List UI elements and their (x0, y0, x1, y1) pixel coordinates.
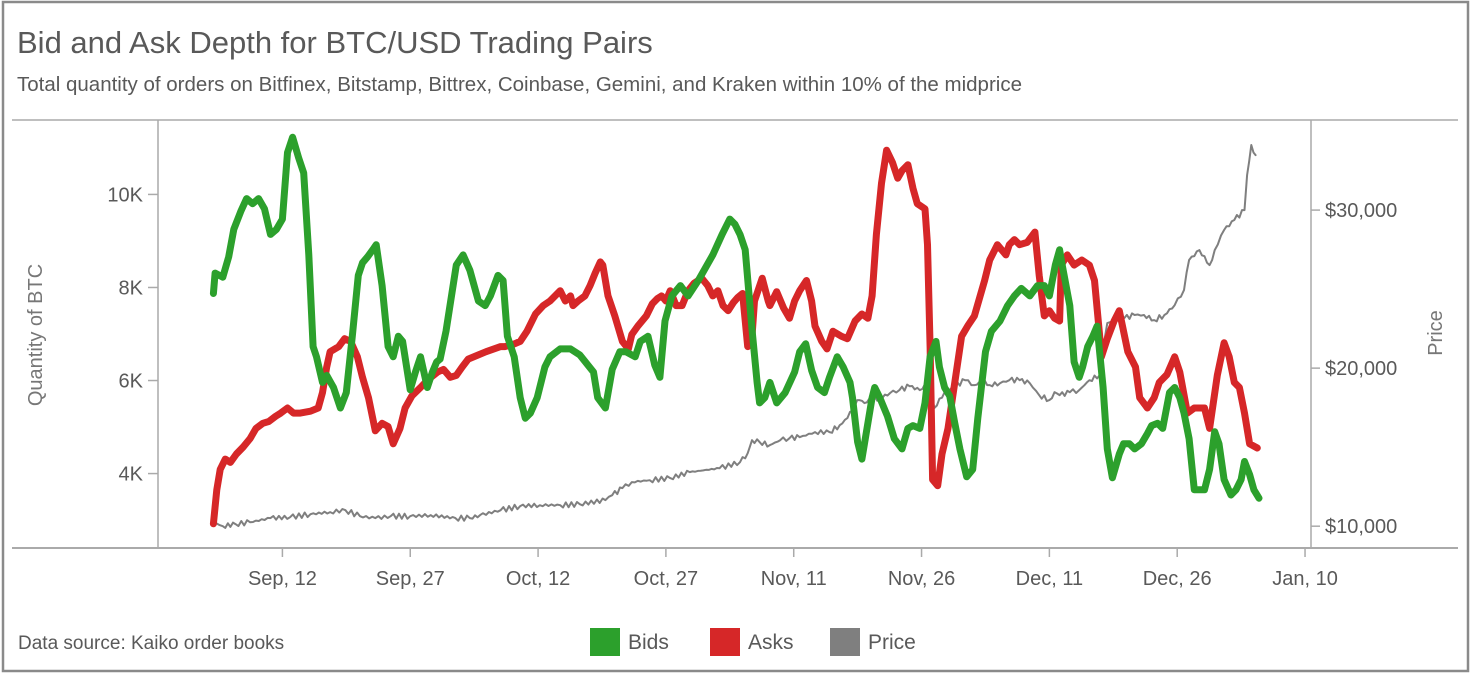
legend-label-bids: Bids (628, 631, 669, 654)
chart-subtitle: Total quantity of orders on Bitfinex, Bi… (17, 73, 1022, 96)
series-line-bids (209, 133, 1263, 502)
y-tick-label: 8K (119, 277, 144, 299)
x-tick-label: Nov, 11 (761, 568, 827, 590)
series-line-asks (209, 146, 1261, 528)
x-tick-label: Oct, 12 (506, 568, 570, 590)
chart-title: Bid and Ask Depth for BTC/USD Trading Pa… (17, 25, 653, 60)
x-tick-label: Nov, 26 (888, 568, 955, 590)
y2-tick-label: $30,000 (1325, 200, 1397, 222)
y2-axis-label: Price (1425, 310, 1447, 356)
series-line-price (212, 144, 1257, 529)
legend-label-asks: Asks (748, 631, 794, 654)
legend-item-bids[interactable]: Bids (590, 628, 669, 656)
x-tick-label: Sep, 12 (248, 568, 317, 590)
legend-swatch-asks (710, 628, 740, 656)
legend-swatch-bids (590, 628, 620, 656)
legend: Bids Asks Price (590, 628, 916, 656)
legend-item-asks[interactable]: Asks (710, 628, 794, 656)
y-tick-label: 10K (107, 184, 143, 206)
x-axis-ticks: Sep, 12 Sep, 27 Oct, 12 Oct, 27 Nov, 11 Nov, … (248, 548, 1338, 590)
x-tick-label: Oct, 27 (634, 568, 698, 590)
y-axis-ticks: 4K 6K 8K 10K (107, 184, 158, 486)
series-lines (209, 133, 1263, 529)
x-tick-label: Jan, 10 (1272, 568, 1338, 590)
y-tick-label: 4K (119, 464, 144, 486)
y2-axis-ticks: $10,000 $20,000 $30,000 (1311, 200, 1397, 538)
data-source-note: Data source: Kaiko order books (18, 633, 284, 654)
legend-label-price: Price (868, 631, 916, 654)
legend-item-price[interactable]: Price (830, 628, 916, 656)
x-tick-label: Sep, 27 (376, 568, 445, 590)
x-tick-label: Dec, 26 (1143, 568, 1212, 590)
y2-tick-label: $20,000 (1325, 358, 1397, 380)
y-tick-label: 6K (119, 371, 144, 393)
y-axis-label: Quantity of BTC (25, 264, 47, 406)
legend-swatch-price (830, 628, 860, 656)
x-tick-label: Dec, 11 (1016, 568, 1083, 590)
y2-tick-label: $10,000 (1325, 516, 1397, 538)
